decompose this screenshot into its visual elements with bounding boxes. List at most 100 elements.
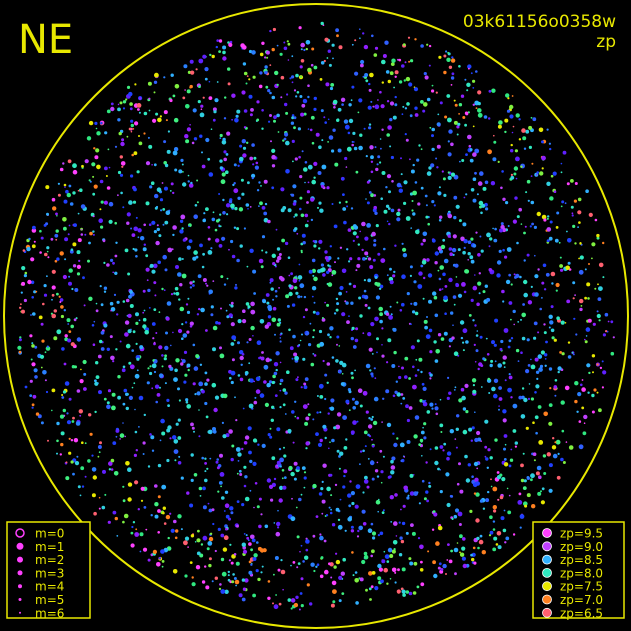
star bbox=[477, 101, 481, 106]
star bbox=[431, 89, 435, 93]
star bbox=[350, 371, 354, 375]
star bbox=[484, 455, 487, 458]
star bbox=[188, 183, 194, 188]
star bbox=[441, 170, 444, 173]
star bbox=[267, 596, 271, 600]
star bbox=[297, 127, 301, 131]
star bbox=[541, 281, 545, 285]
star bbox=[411, 209, 414, 212]
star bbox=[190, 453, 194, 457]
star bbox=[31, 342, 34, 345]
star bbox=[496, 471, 500, 474]
star bbox=[458, 462, 461, 466]
star bbox=[99, 339, 103, 344]
star bbox=[434, 313, 439, 318]
star bbox=[499, 347, 503, 351]
star bbox=[364, 445, 367, 448]
star bbox=[280, 559, 283, 562]
star bbox=[372, 536, 376, 540]
star bbox=[508, 464, 512, 468]
star bbox=[225, 203, 231, 208]
star bbox=[339, 498, 342, 501]
star bbox=[56, 292, 59, 296]
star bbox=[209, 457, 212, 460]
star bbox=[264, 56, 267, 59]
star bbox=[95, 309, 99, 313]
star bbox=[132, 247, 135, 251]
star bbox=[567, 341, 571, 344]
star bbox=[248, 338, 252, 341]
star bbox=[374, 104, 380, 110]
star bbox=[68, 268, 73, 273]
star bbox=[57, 193, 61, 197]
star bbox=[230, 370, 236, 376]
star bbox=[172, 569, 178, 574]
star bbox=[521, 128, 526, 133]
star bbox=[375, 167, 379, 172]
star bbox=[360, 63, 364, 68]
star bbox=[89, 180, 92, 183]
star bbox=[354, 71, 359, 76]
star bbox=[184, 373, 188, 377]
star bbox=[354, 571, 358, 574]
star bbox=[469, 148, 473, 152]
star bbox=[323, 116, 326, 119]
star bbox=[533, 459, 536, 462]
star bbox=[212, 211, 215, 214]
star bbox=[181, 258, 184, 260]
star bbox=[535, 384, 540, 389]
star bbox=[283, 41, 286, 44]
star bbox=[66, 420, 72, 425]
star bbox=[203, 212, 206, 215]
star bbox=[291, 472, 295, 476]
star bbox=[374, 211, 378, 215]
star bbox=[315, 515, 319, 518]
star bbox=[192, 284, 195, 287]
star bbox=[156, 562, 161, 567]
star bbox=[129, 102, 133, 106]
star bbox=[40, 322, 44, 326]
star bbox=[475, 70, 478, 73]
star bbox=[552, 437, 555, 440]
star bbox=[221, 496, 225, 500]
star bbox=[370, 554, 374, 558]
star bbox=[401, 64, 405, 68]
star bbox=[272, 306, 277, 311]
star bbox=[461, 556, 466, 561]
star bbox=[408, 82, 413, 87]
star bbox=[368, 88, 372, 92]
star bbox=[227, 574, 230, 577]
star bbox=[208, 172, 214, 177]
star bbox=[132, 127, 135, 130]
star bbox=[388, 315, 393, 320]
star bbox=[410, 227, 413, 229]
star bbox=[101, 505, 106, 510]
star bbox=[163, 289, 166, 292]
star bbox=[406, 496, 410, 500]
star bbox=[210, 305, 214, 309]
star bbox=[100, 330, 105, 335]
star bbox=[367, 306, 371, 310]
star bbox=[516, 241, 519, 245]
star bbox=[211, 217, 216, 222]
star bbox=[342, 415, 347, 420]
star bbox=[246, 341, 249, 344]
star bbox=[93, 511, 97, 516]
star bbox=[596, 313, 601, 319]
star bbox=[157, 531, 160, 534]
star bbox=[493, 343, 497, 347]
star bbox=[446, 94, 451, 98]
star bbox=[280, 569, 286, 575]
star bbox=[379, 90, 382, 94]
star bbox=[461, 159, 465, 162]
star bbox=[472, 125, 475, 128]
star bbox=[468, 67, 470, 70]
star bbox=[482, 507, 486, 510]
star bbox=[193, 250, 198, 255]
star bbox=[324, 436, 327, 440]
star bbox=[250, 309, 256, 315]
star bbox=[126, 135, 129, 138]
star bbox=[116, 313, 119, 316]
star bbox=[148, 97, 151, 100]
star bbox=[293, 216, 296, 218]
